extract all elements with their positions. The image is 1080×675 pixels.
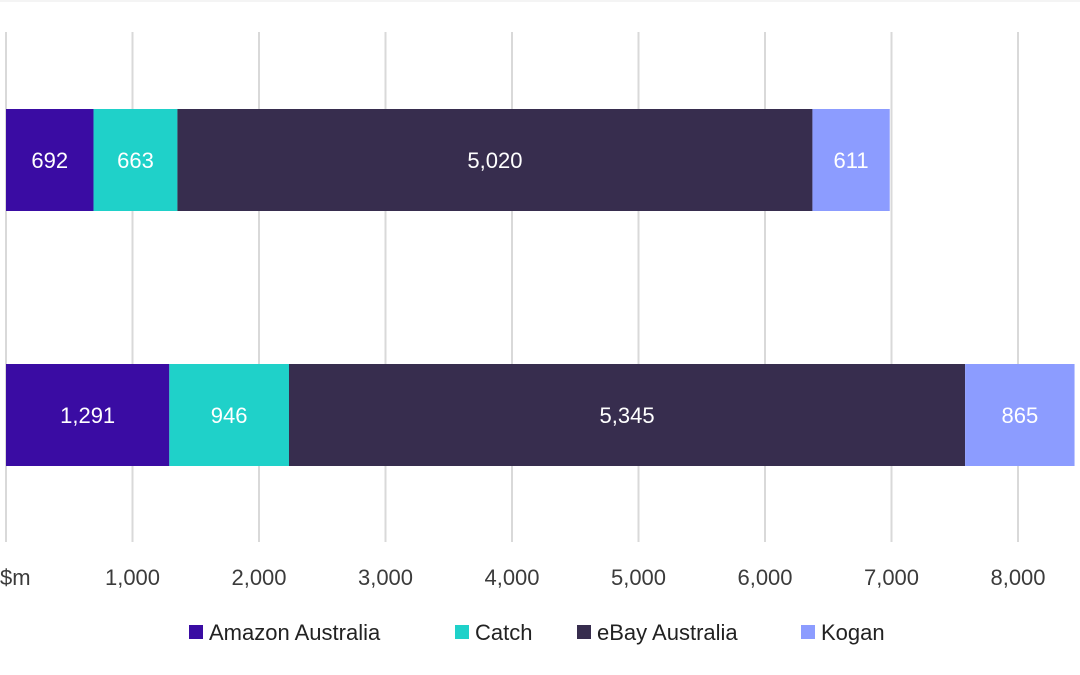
legend-label: Kogan xyxy=(821,620,885,645)
x-tick-label: 4,000 xyxy=(484,565,539,590)
bar-segment xyxy=(965,364,1075,466)
bar-segment xyxy=(288,364,966,466)
x-tick-label: 6,000 xyxy=(737,565,792,590)
x-tick-label: 7,000 xyxy=(864,565,919,590)
data-label: 1,291 xyxy=(60,403,115,428)
legend-label: Amazon Australia xyxy=(209,620,381,645)
legend-swatch xyxy=(455,625,469,639)
data-label: 5,345 xyxy=(600,403,655,428)
x-tick-label: 3,000 xyxy=(358,565,413,590)
bar-segment xyxy=(169,364,289,466)
legend: Amazon Australia Catch eBay Australia Kogan xyxy=(189,620,885,645)
bars: 692 663 5,020 611 1,291 946 5,345 865 xyxy=(6,109,1075,466)
bar-segment xyxy=(6,364,170,466)
legend-swatch xyxy=(801,625,815,639)
data-label: 946 xyxy=(211,403,248,428)
x-tick-label: 5,000 xyxy=(611,565,666,590)
data-label: 5,020 xyxy=(467,148,522,173)
legend-swatch xyxy=(189,625,203,639)
legend-label: Catch xyxy=(475,620,532,645)
x-tick-label: 2,000 xyxy=(231,565,286,590)
x-tick-label: 1,000 xyxy=(105,565,160,590)
bar-segment xyxy=(177,109,813,211)
data-label: 663 xyxy=(117,148,154,173)
data-label: 692 xyxy=(31,148,68,173)
bar-segment xyxy=(6,109,94,211)
x-axis: $m 1,000 2,000 3,000 4,000 5,000 6,000 7,000 8,0… xyxy=(0,565,1046,590)
legend-swatch xyxy=(577,625,591,639)
legend-label: eBay Australia xyxy=(597,620,738,645)
bar-segment xyxy=(93,109,178,211)
bar-segment xyxy=(812,109,890,211)
x-tick-label: 8,000 xyxy=(990,565,1045,590)
x-tick-label: $m xyxy=(0,565,31,590)
data-label: 865 xyxy=(1001,403,1038,428)
data-label: 611 xyxy=(834,148,869,173)
